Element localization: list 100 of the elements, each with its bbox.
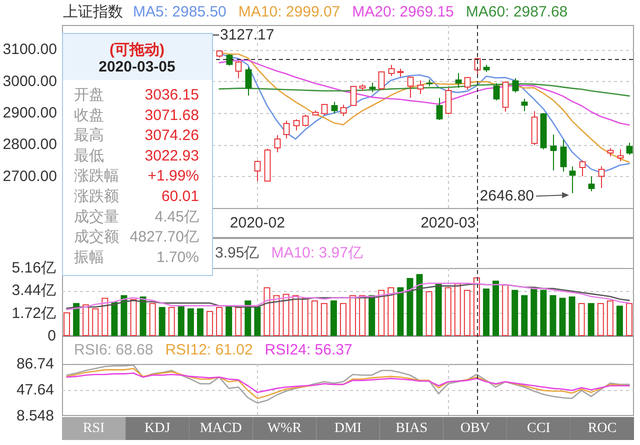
- bar: [82, 304, 90, 336]
- bar: [350, 295, 356, 336]
- text: MA20: 2969.15: [352, 4, 454, 20]
- text: 3022.93: [144, 147, 199, 164]
- bar: [311, 300, 318, 336]
- candlestick: [521, 98, 528, 112]
- annotation: 2646.80: [480, 188, 534, 205]
- bar: [616, 306, 623, 336]
- bar: [606, 300, 614, 336]
- tab: DMI: [316, 417, 380, 440]
- y-tick-label: 3.44亿: [12, 282, 56, 300]
- bar: [368, 295, 376, 336]
- candlestick: [283, 120, 290, 139]
- candlestick: [598, 166, 605, 189]
- category-label: 成交量: [74, 208, 119, 226]
- bar: [111, 302, 118, 336]
- text: 2020-03-05: [98, 58, 176, 76]
- bar: [149, 303, 156, 336]
- category-label: DMI: [334, 421, 362, 436]
- y-tick-label: 8.548: [16, 408, 54, 424]
- text: 60.01: [161, 188, 199, 205]
- category-label: CCI: [526, 421, 551, 436]
- bar: [626, 303, 632, 336]
- bar: [406, 278, 414, 336]
- bar: [388, 287, 394, 336]
- category-label: MACD: [200, 421, 242, 436]
- text: MA5: 2985.50: [133, 4, 226, 20]
- y-tick-label: 3000.00: [2, 72, 57, 90]
- bar: [282, 294, 290, 336]
- y-tick-label: 3100.00: [2, 41, 57, 58]
- series-label: RSI24: 56.37: [264, 342, 352, 358]
- category-label: RSI: [82, 421, 106, 436]
- bar: [120, 295, 128, 336]
- bar: [521, 295, 528, 336]
- y-tick-label: 1.72亿: [12, 304, 56, 322]
- bar: [292, 295, 299, 336]
- bar: [196, 308, 204, 336]
- candlestick: [436, 97, 443, 120]
- bar: [216, 307, 223, 336]
- bar: [530, 288, 538, 336]
- text: 3071.68: [144, 106, 199, 124]
- x-tick-label: 2020-03: [420, 214, 476, 232]
- bar: [444, 287, 452, 336]
- tab: KDJ: [126, 417, 190, 440]
- tab: BIAS: [380, 417, 444, 440]
- bar: [158, 307, 166, 336]
- candlestick: [588, 176, 595, 192]
- line-series: [218, 59, 630, 126]
- bar: [235, 307, 242, 336]
- bar: [340, 303, 346, 336]
- text: 3074.26: [144, 127, 199, 144]
- bar: [187, 308, 194, 336]
- bar: [359, 295, 366, 336]
- text: +1.99%: [148, 168, 199, 185]
- candlestick: [512, 78, 519, 93]
- bar: [559, 298, 566, 336]
- category-label: OBV: [460, 421, 490, 436]
- series-label: RSI12: 61.02: [165, 342, 253, 358]
- line-series: [66, 372, 630, 394]
- category-label: 开盘: [74, 86, 104, 104]
- y-tick-label: 2900.00: [2, 104, 57, 122]
- bar: [378, 290, 385, 336]
- bar: [264, 287, 270, 336]
- category-label: 收盘: [74, 106, 104, 124]
- tab: MACD: [189, 417, 253, 440]
- text: MA60: 2987.68: [466, 4, 568, 20]
- tab: CCI: [506, 417, 570, 440]
- bar: [226, 306, 232, 336]
- candlestick: [550, 134, 557, 171]
- bar: [254, 307, 261, 336]
- category-label: 涨跌额: [74, 188, 119, 205]
- bar: [102, 298, 108, 336]
- tab: W%R: [252, 417, 316, 440]
- bar: [320, 303, 328, 336]
- bar: [302, 298, 308, 336]
- annotation: 2646.80: [480, 188, 570, 205]
- category-label: W%R: [267, 421, 302, 436]
- text: 3.95亿: [215, 244, 260, 262]
- bar: [578, 303, 585, 336]
- bar: [550, 295, 556, 336]
- bar: [502, 284, 509, 336]
- text: MA10: 3.97亿: [271, 244, 363, 262]
- candlestick: [626, 142, 633, 156]
- y-tick-label: 2700.00: [2, 168, 57, 185]
- bar: [140, 296, 146, 336]
- x-tick-label: 2020-02: [230, 214, 285, 232]
- bar: [168, 307, 175, 336]
- candlestick: [331, 101, 338, 114]
- annotation: 3127.17: [212, 26, 274, 44]
- candlestick: [455, 72, 462, 88]
- text: MA10: 2999.07: [238, 4, 340, 20]
- category-label: 最高: [74, 127, 104, 144]
- bar: [73, 303, 80, 336]
- bar: [330, 300, 337, 336]
- bar: [64, 312, 70, 336]
- bar: [397, 287, 404, 336]
- bar: [512, 290, 518, 336]
- candlestick: [560, 139, 567, 172]
- bar: [92, 308, 99, 336]
- y-tick-label: 2800.00: [2, 136, 57, 154]
